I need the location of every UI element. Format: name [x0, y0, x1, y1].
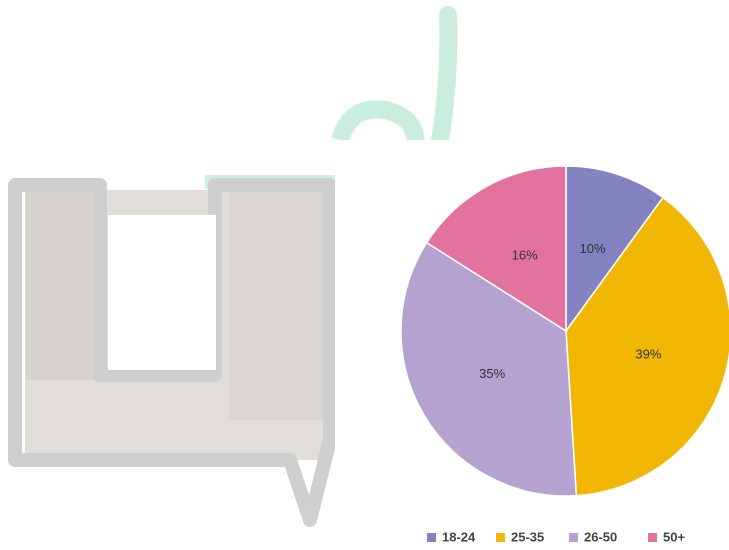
legend-swatch	[569, 533, 578, 542]
data-label: 16%	[512, 247, 538, 262]
data-label: 10%	[579, 241, 605, 256]
legend-label: 50+	[663, 529, 685, 544]
legend-swatch	[496, 533, 505, 542]
pie-slice	[400, 241, 578, 497]
pie-slice	[565, 165, 665, 334]
data-label: 39%	[635, 346, 661, 361]
data-label: 35%	[479, 366, 505, 381]
pie: 10% 39% 35% 16%	[400, 165, 729, 497]
pie-slice	[565, 196, 729, 497]
legend-label: 26-50	[584, 529, 617, 544]
legend: 18-24 25-35 26-50 50+	[427, 529, 685, 544]
background-logo	[8, 6, 458, 527]
legend-swatch	[427, 533, 436, 542]
pie-slice	[425, 165, 567, 333]
legend-label: 25-35	[511, 529, 544, 544]
legend-label: 18-24	[442, 529, 476, 544]
legend-swatch	[648, 533, 657, 542]
